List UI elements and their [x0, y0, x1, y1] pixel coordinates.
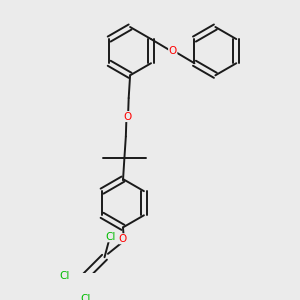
Text: O: O: [169, 46, 177, 56]
Text: Cl: Cl: [81, 294, 91, 300]
Text: O: O: [119, 234, 127, 244]
Text: Cl: Cl: [105, 232, 116, 242]
Text: Cl: Cl: [59, 271, 70, 281]
Text: O: O: [123, 112, 131, 122]
